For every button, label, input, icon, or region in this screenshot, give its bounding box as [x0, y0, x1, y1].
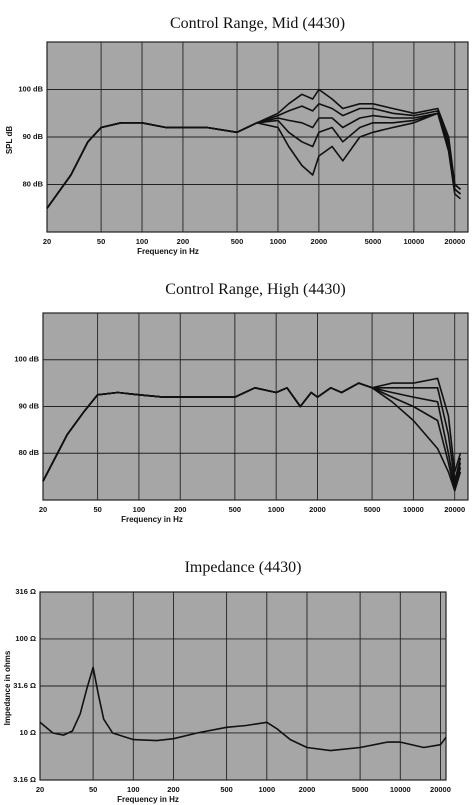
x-tick-label: 10000: [403, 505, 424, 514]
y-tick-label: 80 dB: [23, 179, 44, 188]
x-tick-label: 50: [97, 237, 105, 246]
y-tick-label: 90 dB: [23, 132, 44, 141]
y-tick-label: 31.6 Ω: [13, 681, 36, 690]
y-tick-label: 90 dB: [19, 401, 40, 410]
x-tick-label: 100: [136, 237, 149, 246]
y-tick-label: 10 Ω: [20, 728, 36, 737]
x-tick-label: 200: [167, 785, 180, 794]
x-tick-label: 1000: [258, 785, 275, 794]
x-tick-label: 500: [220, 785, 233, 794]
y-tick-label: 3.16 Ω: [13, 775, 36, 784]
x-tick-label: 20000: [430, 785, 451, 794]
x-tick-label: 50: [89, 785, 97, 794]
x-tick-label: 200: [174, 505, 187, 514]
x-tick-label: 10000: [403, 237, 424, 246]
x-tick-label: 100: [127, 785, 140, 794]
x-tick-label: 2000: [311, 237, 328, 246]
response-line: [39, 666, 447, 752]
x-tick-label: 500: [231, 237, 244, 246]
chart-title: Impedance (4430): [185, 559, 302, 576]
x-axis-label: Frequency in Hz: [137, 247, 199, 256]
chart-title: Control Range, Mid (4430): [170, 15, 345, 32]
x-tick-label: 10000: [390, 785, 411, 794]
x-tick-label: 20: [43, 237, 51, 246]
x-tick-label: 5000: [365, 237, 382, 246]
x-tick-label: 20000: [444, 237, 465, 246]
y-tick-label: 100 Ω: [15, 634, 36, 643]
x-tick-label: 1000: [268, 505, 285, 514]
x-tick-label: 5000: [352, 785, 369, 794]
y-tick-label: 316 Ω: [15, 587, 36, 596]
response-line: [46, 112, 462, 209]
x-tick-label: 100: [133, 505, 146, 514]
x-tick-label: 50: [93, 505, 101, 514]
response-line: [42, 382, 462, 492]
x-axis-label: Frequency in Hz: [121, 515, 183, 524]
x-axis-label: Frequency in Hz: [117, 795, 179, 804]
y-tick-label: 100 dB: [14, 355, 39, 364]
x-tick-label: 1000: [270, 237, 287, 246]
x-tick-label: 2000: [309, 505, 326, 514]
y-axis-label: SPL dB: [5, 126, 14, 155]
y-tick-label: 80 dB: [19, 448, 40, 457]
x-tick-label: 2000: [299, 785, 316, 794]
x-tick-label: 20: [39, 505, 47, 514]
chart-title: Control Range, High (4430): [165, 281, 345, 298]
x-tick-label: 500: [229, 505, 242, 514]
x-tick-label: 20: [36, 785, 44, 794]
x-tick-label: 20000: [444, 505, 465, 514]
y-tick-label: 100 dB: [18, 84, 43, 93]
y-axis-label: Impedance in ohms: [3, 650, 12, 725]
x-tick-label: 200: [177, 237, 190, 246]
x-tick-label: 5000: [364, 505, 381, 514]
